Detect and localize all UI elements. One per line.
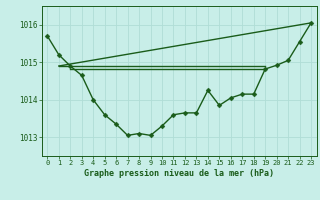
X-axis label: Graphe pression niveau de la mer (hPa): Graphe pression niveau de la mer (hPa) [84,169,274,178]
